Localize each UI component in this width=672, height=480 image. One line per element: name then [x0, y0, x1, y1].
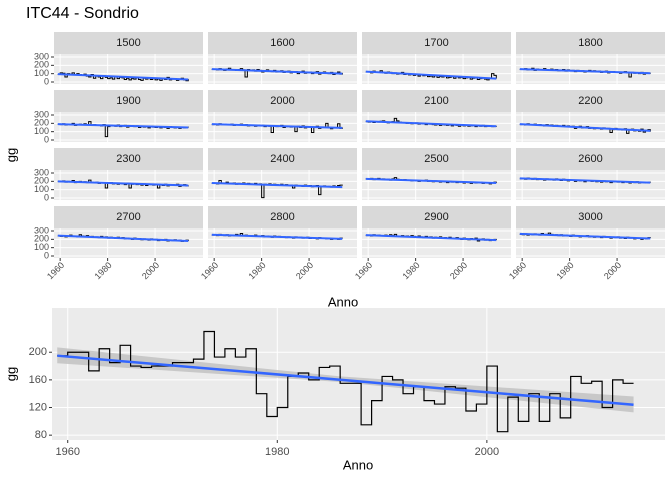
- strip-label: 1900: [116, 95, 140, 107]
- strip: [362, 148, 511, 170]
- strip-label: 1700: [424, 37, 448, 49]
- strip: [54, 206, 203, 228]
- trend-line: [57, 123, 189, 129]
- strip-label: 2200: [578, 95, 602, 107]
- strip-label: 2500: [424, 153, 448, 165]
- trend-line: [365, 234, 497, 242]
- x-tick-label: 1960: [45, 260, 66, 281]
- strip-label: 2300: [116, 153, 140, 165]
- strip-label: 2800: [270, 211, 294, 223]
- chart-title: ITC44 - Sondrio: [26, 5, 139, 22]
- strip-label: 2100: [424, 95, 448, 107]
- strip-label: 2600: [578, 153, 602, 165]
- strip: [54, 90, 203, 112]
- trend-line: [57, 73, 189, 81]
- trend-line: [211, 182, 343, 189]
- trend-line: [211, 233, 343, 240]
- y-tick-label: 200: [34, 234, 49, 244]
- y-tick-label: 100: [34, 68, 49, 78]
- x-tick-label: 2000: [602, 260, 623, 281]
- trend-line: [211, 123, 343, 129]
- x-tick-label: 1960: [55, 446, 79, 458]
- trend-line: [57, 234, 189, 242]
- strip-label: 3000: [578, 211, 602, 223]
- trend-line: [519, 123, 651, 132]
- y-tick-label: 200: [29, 346, 47, 358]
- x-tick-label: 2000: [475, 446, 499, 458]
- y-tick-label: 120: [29, 401, 47, 413]
- y-tick-label: 300: [34, 225, 49, 235]
- trend-line: [365, 120, 497, 128]
- trend-line: [57, 354, 634, 406]
- y-tick-label: 100: [34, 242, 49, 252]
- x-axis-label: Anno: [328, 294, 358, 309]
- trend-line: [211, 68, 343, 75]
- x-tick-label: 1960: [353, 260, 374, 281]
- y-tick-label: 160: [29, 374, 47, 386]
- strip: [516, 148, 665, 170]
- panel-background: [362, 112, 511, 142]
- strip: [208, 32, 357, 54]
- step-line: [57, 330, 634, 433]
- x-tick-label: 2000: [448, 260, 469, 281]
- strip-label: 1500: [116, 37, 140, 49]
- x-tick-label: 2000: [140, 260, 161, 281]
- strip-label: 2700: [116, 211, 140, 223]
- y-tick-label: 300: [34, 167, 49, 177]
- trend-line: [519, 68, 651, 75]
- panel-background: [208, 228, 357, 258]
- strip: [208, 90, 357, 112]
- strip: [54, 148, 203, 170]
- x-axis-label: Anno: [343, 457, 373, 472]
- y-axis-label: gg: [3, 148, 18, 162]
- strip: [362, 206, 511, 228]
- strip-label: 2900: [424, 211, 448, 223]
- panel-background: [52, 308, 665, 440]
- panel-background: [516, 170, 665, 200]
- trend-line: [519, 177, 651, 184]
- y-tick-label: 300: [34, 109, 49, 119]
- x-tick-label: 1980: [246, 260, 267, 281]
- y-tick-label: 0: [44, 134, 49, 144]
- x-tick-label: 1980: [265, 446, 289, 458]
- panel-background: [54, 228, 203, 258]
- strip-label: 2000: [270, 95, 294, 107]
- panel-background: [362, 228, 511, 258]
- x-tick-label: 1980: [400, 260, 421, 281]
- y-axis-label: gg: [3, 367, 18, 381]
- strip: [208, 148, 357, 170]
- trend-line: [57, 180, 189, 187]
- y-tick-label: 0: [44, 192, 49, 202]
- x-tick-label: 1980: [92, 260, 113, 281]
- y-tick-label: 80: [35, 429, 47, 441]
- strip: [362, 90, 511, 112]
- strip: [516, 32, 665, 54]
- x-tick-label: 1960: [199, 260, 220, 281]
- strip-label: 2400: [270, 153, 294, 165]
- x-tick-label: 1980: [554, 260, 575, 281]
- strip: [362, 32, 511, 54]
- y-tick-label: 100: [34, 184, 49, 194]
- y-tick-label: 200: [34, 176, 49, 186]
- trend-line: [365, 70, 497, 80]
- strip: [54, 32, 203, 54]
- strip: [516, 90, 665, 112]
- x-tick-label: 2000: [294, 260, 315, 281]
- y-tick-label: 0: [44, 76, 49, 86]
- panel-background: [362, 170, 511, 200]
- y-tick-label: 100: [34, 126, 49, 136]
- panel-background: [516, 228, 665, 258]
- strip: [208, 206, 357, 228]
- strip: [516, 206, 665, 228]
- strip-label: 1800: [578, 37, 602, 49]
- x-tick-label: 1960: [507, 260, 528, 281]
- strip-label: 1600: [270, 37, 294, 49]
- trend-line: [365, 177, 497, 184]
- y-tick-label: 200: [34, 118, 49, 128]
- y-tick-label: 300: [34, 51, 49, 61]
- y-tick-label: 200: [34, 60, 49, 70]
- trend-line: [519, 232, 651, 240]
- y-tick-label: 0: [44, 250, 49, 260]
